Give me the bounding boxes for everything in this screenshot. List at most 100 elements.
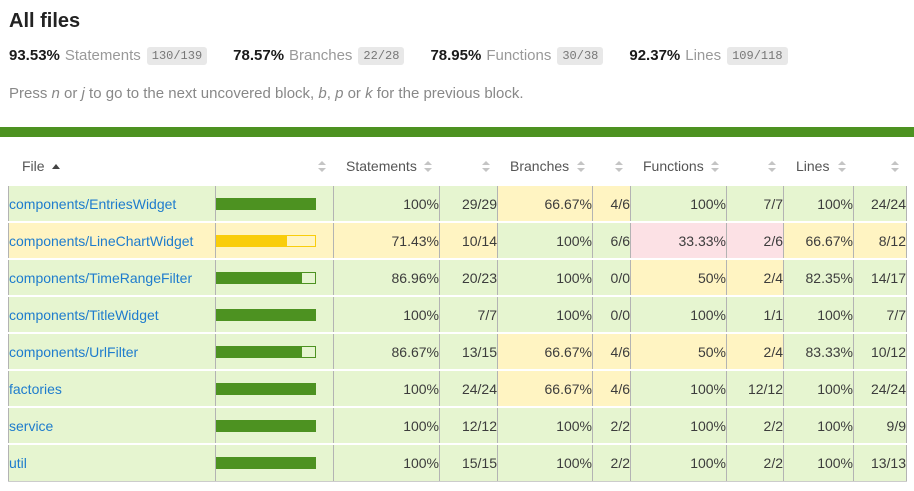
coverage-bar-cell (215, 259, 334, 297)
sort-down-arrow (424, 167, 432, 172)
column-header-statements[interactable]: Statements (333, 147, 440, 186)
functions-fraction-cell: 2/4 (726, 333, 784, 371)
sort-down-arrow (711, 167, 719, 172)
file-link[interactable]: components/UrlFilter (9, 343, 139, 360)
statements-fraction-cell: 13/15 (439, 333, 498, 371)
hint-text: or (59, 85, 82, 102)
table-row: components/TitleWidget 100% 7/7 100% 0/0 100%… (8, 296, 907, 334)
file-link[interactable]: components/TimeRangeFilter (9, 269, 193, 286)
file-link[interactable]: components/EntriesWidget (9, 195, 177, 212)
lines-fraction-cell: 8/12 (853, 222, 907, 260)
branches-fraction-cell: 6/6 (592, 222, 631, 260)
functions-fraction-cell: 2/6 (726, 222, 784, 260)
branches-fraction-cell: 2/2 (592, 407, 631, 445)
lines-fraction-cell: 7/7 (853, 296, 907, 334)
coverage-bar (216, 382, 316, 395)
sort-down-arrow (577, 167, 585, 172)
table-row: components/TimeRangeFilter 86.96% 20/23 100… (8, 259, 907, 297)
functions-percent-cell: 100% (630, 185, 727, 223)
lines-fraction-cell: 9/9 (853, 407, 907, 445)
sort-up-arrow (318, 160, 326, 165)
functions-percent-cell: 100% (630, 296, 727, 334)
summary-metric-statements: 93.53% Statements 130/139 (9, 47, 208, 65)
coverage-bar (216, 234, 316, 247)
sort-toggle-icon[interactable] (838, 160, 846, 172)
table-row: components/LineChartWidget 71.43% 10/14 100… (8, 222, 907, 260)
coverage-bar-cell (215, 296, 334, 334)
hint-key: p (335, 85, 344, 102)
table-row: factories 100% 24/24 66.67% 4/6 100% 12/12 100%… (8, 370, 907, 408)
column-header-sorter-9[interactable] (853, 147, 907, 186)
column-header-sorter-3[interactable] (439, 147, 498, 186)
column-header-sorter-1[interactable] (215, 147, 334, 186)
coverage-bar-cell (215, 185, 334, 223)
functions-fraction-cell: 1/1 (726, 296, 784, 334)
column-header-sorter-7[interactable] (726, 147, 784, 186)
branches-percent-cell: 66.67% (497, 370, 593, 408)
file-link[interactable]: components/LineChartWidget (9, 232, 194, 249)
branches-fraction-cell: 2/2 (592, 444, 631, 482)
functions-percent-cell: 33.33% (630, 222, 727, 260)
sort-up-arrow (768, 160, 776, 165)
table-row: util 100% 15/15 100% 2/2 100% 2/2 100% 13/13 (8, 444, 907, 482)
coverage-bar-fill (217, 383, 315, 394)
summary-fraction-badge: 130/139 (146, 47, 208, 65)
summary-label: Lines (685, 47, 722, 64)
coverage-bar-fill (217, 457, 315, 468)
sort-up-arrow (482, 160, 490, 165)
coverage-bar-cell (215, 333, 334, 371)
branches-fraction-cell: 0/0 (592, 259, 631, 297)
column-header-functions[interactable]: Functions (630, 147, 727, 186)
branches-fraction-cell: 0/0 (592, 296, 631, 334)
lines-percent-cell: 66.67% (783, 222, 854, 260)
summary-metric-branches: 78.57% Branches 22/28 (233, 47, 405, 65)
file-link[interactable]: factories (9, 380, 62, 397)
file-cell: service (8, 407, 216, 445)
statements-fraction-cell: 20/23 (439, 259, 498, 297)
coverage-bar-cell (215, 407, 334, 445)
sort-toggle-icon[interactable] (891, 160, 899, 172)
lines-fraction-cell: 14/17 (853, 259, 907, 297)
functions-fraction-cell: 2/4 (726, 259, 784, 297)
functions-percent-cell: 100% (630, 444, 727, 482)
statements-percent-cell: 100% (333, 185, 440, 223)
sort-toggle-icon[interactable] (482, 160, 490, 172)
sort-down-arrow (615, 167, 623, 172)
statements-fraction-cell: 12/12 (439, 407, 498, 445)
coverage-bar-cell (215, 370, 334, 408)
summary-fraction-badge: 30/38 (557, 47, 604, 65)
coverage-bar (216, 456, 316, 469)
file-link[interactable]: service (9, 417, 54, 434)
functions-fraction-cell: 12/12 (726, 370, 784, 408)
functions-percent-cell: 50% (630, 259, 727, 297)
coverage-bar-fill (217, 198, 315, 209)
sort-toggle-icon[interactable] (615, 160, 623, 172)
branches-percent-cell: 100% (497, 222, 593, 260)
statements-percent-cell: 100% (333, 444, 440, 482)
file-link[interactable]: util (9, 454, 27, 471)
branches-fraction-cell: 4/6 (592, 370, 631, 408)
hint-text: for the previous block. (372, 85, 524, 102)
coverage-bar-fill (217, 309, 315, 320)
file-link[interactable]: components/TitleWidget (9, 306, 159, 323)
summary-percent: 78.95% (430, 47, 482, 64)
column-header-branches[interactable]: Branches (497, 147, 593, 186)
column-header-sorter-5[interactable] (592, 147, 631, 186)
hint-key: b (318, 85, 327, 102)
sort-toggle-icon[interactable] (711, 160, 719, 172)
sort-ascending-icon[interactable] (51, 163, 60, 169)
column-header-lines[interactable]: Lines (783, 147, 854, 186)
sort-toggle-icon[interactable] (424, 160, 432, 172)
summary-label: Functions (486, 47, 552, 64)
column-header-file[interactable]: File (8, 147, 216, 186)
sort-toggle-icon[interactable] (768, 160, 776, 172)
sort-toggle-icon[interactable] (318, 160, 326, 172)
branches-percent-cell: 100% (497, 444, 593, 482)
coverage-table: File Statements Branches Functions Lines com… (8, 147, 907, 482)
statements-fraction-cell: 10/14 (439, 222, 498, 260)
coverage-bar-fill (217, 272, 303, 283)
coverage-bar (216, 419, 316, 432)
hint-key: n (51, 85, 60, 102)
sort-toggle-icon[interactable] (577, 160, 585, 172)
statements-percent-cell: 100% (333, 407, 440, 445)
